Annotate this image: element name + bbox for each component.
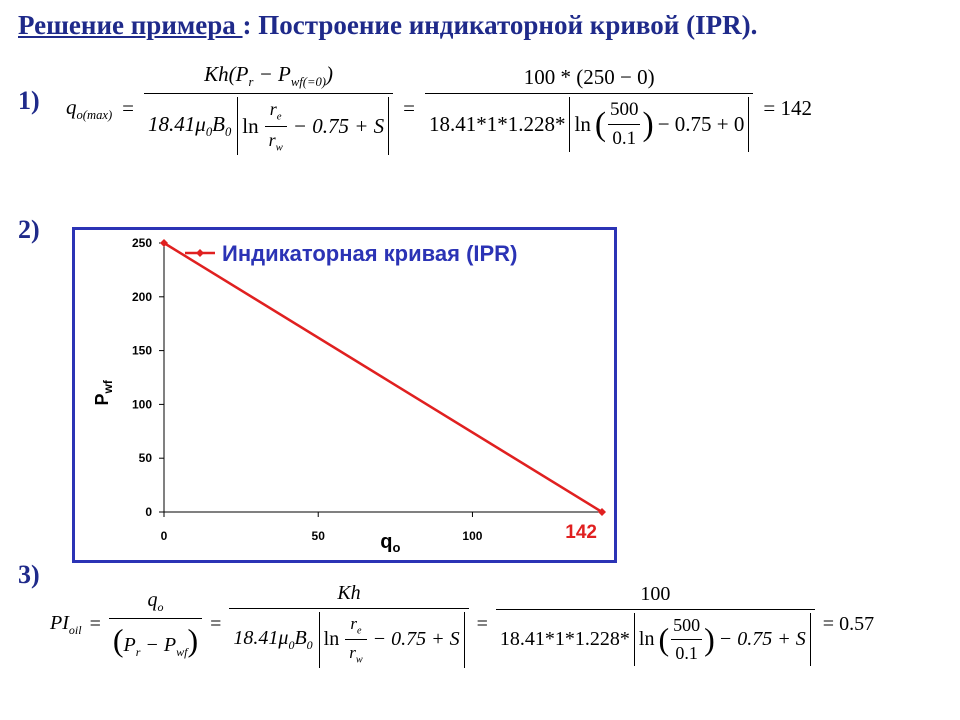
- x-tick-label: 50: [312, 529, 326, 543]
- y-tick-label: 100: [132, 397, 152, 411]
- eq1-fraction-numeric: 100 * (250 − 0) 18.41*1*1.228* ln ( 500 0…: [424, 65, 754, 153]
- eq1-equals: =: [122, 96, 135, 121]
- y-tick-label: 250: [132, 236, 152, 250]
- data-point-marker: [160, 239, 168, 247]
- ipr-chart: 0 50 100 150 200 250 0 50 100 qo Pwf Индикаторная …: [72, 227, 617, 563]
- eq1-bracket: ln re rw − 0.75 + S: [237, 97, 390, 156]
- eq1-numerator: Kh(Pr − Pwf(=0)): [204, 62, 333, 90]
- title-underlined: Решение примера: [18, 10, 243, 40]
- eq1-numeric-numerator: 100 * (250 − 0): [523, 65, 655, 90]
- x-axis-label: qo: [380, 531, 400, 555]
- annotation-142: 142: [565, 522, 597, 543]
- y-tick-label: 50: [139, 451, 153, 465]
- y-tick-label: 150: [132, 344, 152, 358]
- eq3-fraction-numeric: 100 18.41*1*1.228* ln ( 500 0.1 ) − 0.75 …: [495, 583, 815, 667]
- equation-3: PIoil = qo (Pr − Pwf) = Kh 18.41μ0B0 ln …: [50, 582, 875, 668]
- ipr-chart-svg: 0 50 100 150 200 250 0 50 100 qo Pwf Индикаторная …: [92, 236, 606, 555]
- step-2-label: 2): [18, 215, 40, 244]
- ipr-line: [163, 241, 603, 514]
- x-tick-label: 100: [462, 529, 482, 543]
- eq1-denominator: 18.41μ0B0 ln re rw − 0.75 + S: [144, 93, 394, 156]
- page-title: Решение примера : Построение индикаторно…: [18, 10, 757, 41]
- eq1-lhs: qo(max): [66, 94, 113, 122]
- y-axis-label: Pwf: [92, 379, 115, 405]
- eq3-result: = 0.57: [822, 613, 875, 636]
- eq1-result: = 142: [763, 96, 812, 121]
- data-point-marker: [598, 508, 606, 516]
- eq3-fraction-ratio: qo (Pr − Pwf): [108, 589, 203, 660]
- step-3-label: 3): [18, 560, 40, 589]
- eq1-fraction-symbolic: Kh(Pr − Pwf(=0)) 18.41μ0B0 ln re rw − 0.…: [144, 62, 394, 156]
- title-rest: : Построение индикаторной кривой (IPR).: [242, 10, 758, 40]
- eq1-radius-ratio: re rw: [264, 99, 287, 153]
- eq1-numeric-denominator: 18.41*1*1.228* ln ( 500 0.1 ) − 0.75 + 0: [424, 93, 754, 153]
- x-tick-label: 0: [161, 529, 168, 543]
- step-1-label: 1): [18, 86, 40, 115]
- equation-1: qo(max) = Kh(Pr − Pwf(=0)) 18.41μ0B0 ln …: [66, 62, 812, 156]
- y-tick-label: 0: [145, 505, 152, 519]
- legend-label: Индикаторная кривая (IPR): [222, 241, 517, 266]
- eq3-lhs: PIoil: [50, 611, 82, 637]
- legend-marker: [196, 249, 204, 257]
- eq3-fraction-symbolic: Kh 18.41μ0B0 ln re rw − 0.75 + S: [229, 582, 469, 668]
- y-tick-label: 200: [132, 290, 152, 304]
